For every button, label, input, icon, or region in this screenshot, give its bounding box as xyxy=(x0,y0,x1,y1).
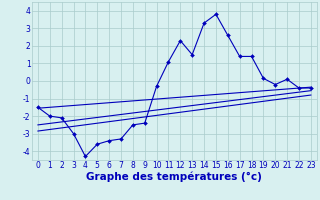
X-axis label: Graphe des températures (°c): Graphe des températures (°c) xyxy=(86,172,262,182)
